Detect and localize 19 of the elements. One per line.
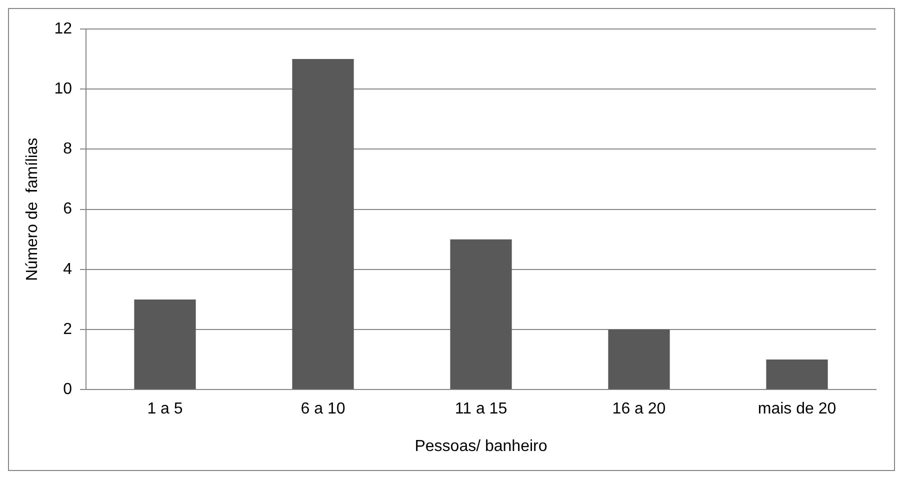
bar	[134, 299, 196, 390]
x-tick-label: 6 a 10	[300, 400, 346, 418]
bar	[292, 59, 354, 390]
x-tick-label: 11 a 15	[454, 400, 508, 418]
x-tick-label: mais de 20	[758, 400, 836, 418]
y-tick-label: 0	[63, 381, 72, 398]
bar	[450, 239, 512, 390]
x-tick-label: 16 a 20	[612, 400, 666, 418]
bar	[608, 330, 670, 390]
y-tick-label: 8	[63, 140, 72, 158]
y-tick-label: 4	[63, 260, 72, 278]
y-axis-title: Número de famílias	[24, 138, 42, 281]
x-tick-label: 1 a 5	[147, 400, 183, 418]
y-tick-label: 6	[63, 200, 72, 218]
x-axis-title: Pessoas/ banheiro	[414, 438, 548, 455]
y-tick-label: 2	[63, 320, 72, 338]
y-tick-label: 10	[54, 80, 72, 98]
y-tick-label: 12	[54, 20, 72, 38]
bar	[766, 360, 828, 390]
